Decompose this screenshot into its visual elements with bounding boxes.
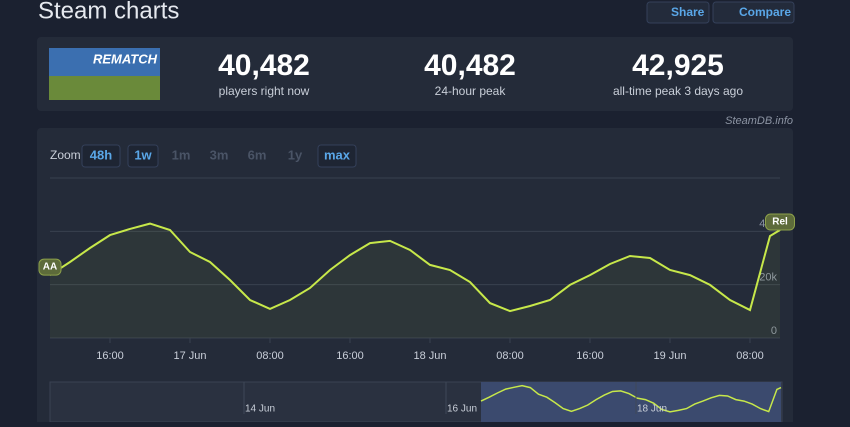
stat-value: 40,482 [424,49,516,82]
x-tick-label: 16:00 [336,350,364,362]
annotation-box[interactable] [765,213,795,231]
zoom-option[interactable]: 1w [134,147,152,162]
chart-panel [37,128,793,427]
x-tick-label: 19 Jun [653,350,686,362]
page-title: Steam charts [38,0,179,24]
zoom-button[interactable] [81,144,121,168]
stat-label: players right now [219,84,310,98]
series-area [50,223,780,338]
zoom-option[interactable]: max [324,147,351,162]
x-tick-label: 16:00 [576,350,604,362]
stat-label: all-time peak 3 days ago [613,84,743,98]
logo-text: REMATCH [93,51,158,66]
navigator-label: 14 Jun [245,404,275,415]
x-tick-label: 16:00 [96,350,124,362]
series-line [49,222,781,313]
navigator-label: 16 Jun [447,404,477,415]
x-tick-label: 08:00 [496,350,524,362]
navigator-window[interactable] [481,382,781,422]
zoom-label: Zoom [50,148,81,162]
x-tick-label: 17 Jun [173,350,206,362]
navigator-label: 18 Jun [637,404,667,415]
zoom-button[interactable] [127,144,159,168]
x-tick-label: 08:00 [736,350,764,362]
annotation-label[interactable]: Rel [772,217,788,228]
share-label[interactable]: Share [671,5,705,19]
y-tick-label: 0 [771,325,777,337]
x-tick-label: 18 Jun [413,350,446,362]
stat-label: 24-hour peak [435,84,507,98]
annotation-box[interactable] [38,258,62,276]
x-tick-label: 08:00 [256,350,284,362]
compare-button[interactable] [712,1,795,24]
stats-card [37,37,793,111]
zoom-option[interactable]: 3m [210,147,229,162]
navigator-line [480,384,782,413]
annotation-label[interactable]: AA [43,262,57,273]
zoom-option[interactable]: 1y [288,147,303,162]
zoom-option[interactable]: 48h [90,147,112,162]
zoom-option[interactable]: 6m [248,147,267,162]
stat-value: 42,925 [632,49,724,82]
stat-value: 40,482 [218,49,310,82]
y-tick-label: 20k [759,272,777,284]
zoom-button[interactable] [317,144,357,168]
credit: SteamDB.info [725,115,793,127]
share-button[interactable] [646,1,710,24]
zoom-option[interactable]: 1m [172,147,191,162]
compare-label[interactable]: Compare [739,5,791,19]
logo-field [49,76,160,100]
